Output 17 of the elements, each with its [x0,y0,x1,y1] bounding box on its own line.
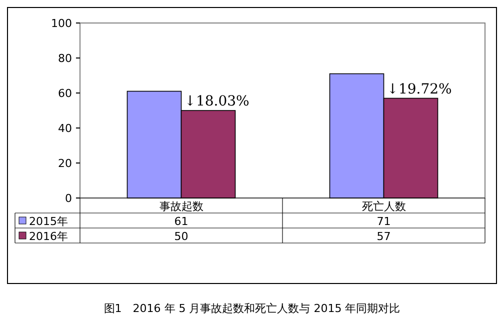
x-tick-label: 事故起数 [159,200,204,213]
y-tick-label: 60 [58,87,72,100]
y-tick-label: 100 [51,17,72,30]
annotation: ↓18.03% [184,94,250,110]
y-tick-label: 20 [58,157,72,170]
data-label: 57 [376,230,391,243]
text: 图1 2016 年 5 月事故起数和死亡人数与 2015 年同期对比 [104,302,400,315]
legend-label: 2016年 [29,230,68,243]
y-tick-label: 80 [58,52,72,65]
y-tick-label: 40 [58,122,72,135]
annotation: ↓19.72% [386,81,452,98]
y-tick-label: 0 [65,192,72,205]
x-tick-label: 死亡人数 [362,200,406,213]
data-label: 50 [174,230,188,243]
data-label: 71 [376,215,391,228]
legend-label: 2015年 [29,215,68,228]
data-label: 61 [174,215,188,228]
